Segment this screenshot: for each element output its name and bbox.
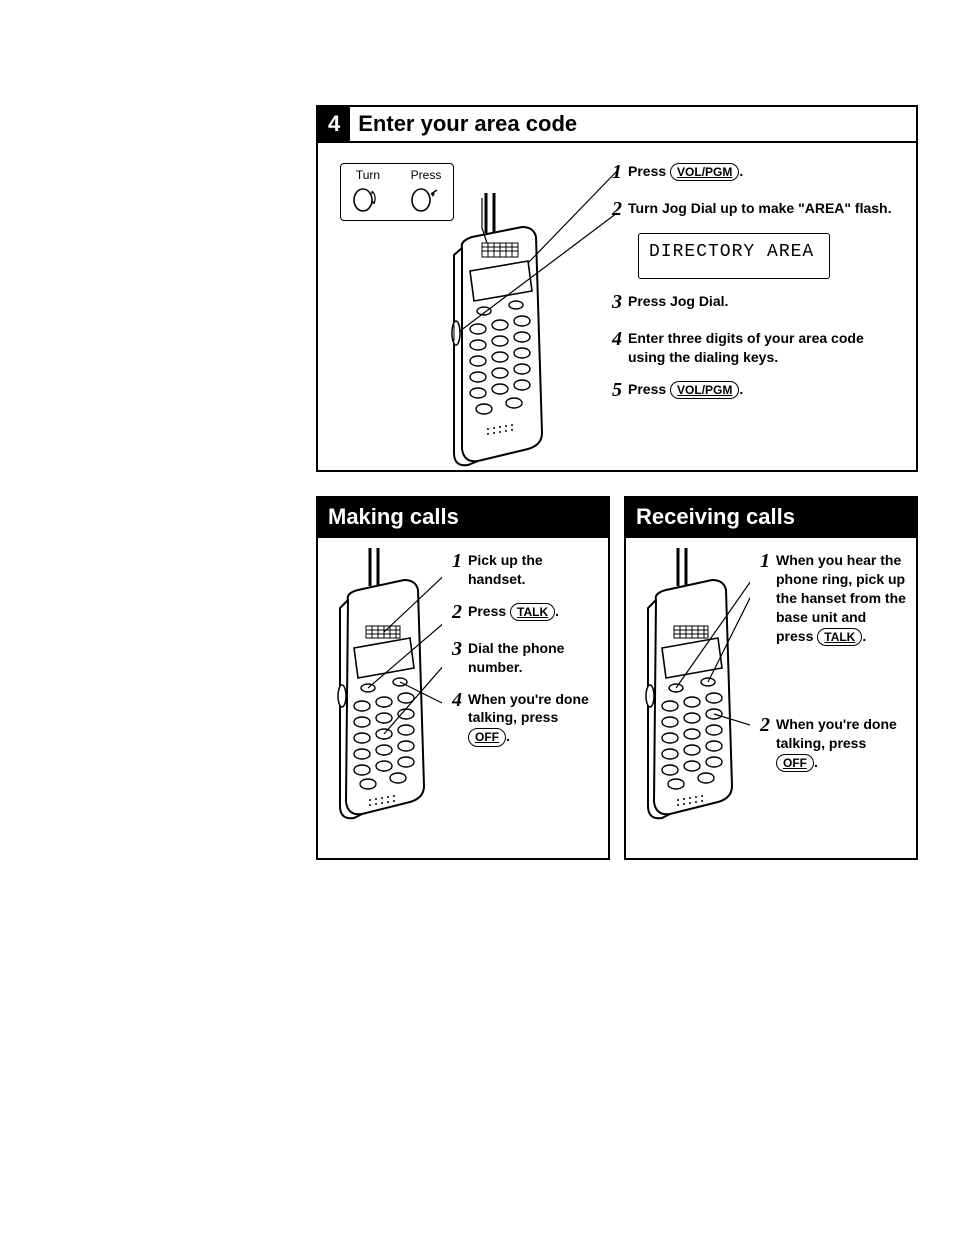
illustration-column: Turn Press [332, 153, 602, 414]
step: 1 Pick up the handset. [452, 548, 598, 589]
step-number: 2 [452, 599, 462, 626]
callout-press-label: Press [409, 168, 443, 182]
steps-column: 1 Pick up the handset. 2 Press TALK. 3 D… [452, 548, 598, 848]
off-button-label: OFF [776, 754, 814, 772]
step: 5 Press VOL/PGM. [612, 377, 902, 404]
step-text: When you're done talking, press OFF. [468, 687, 598, 747]
step-post: . [862, 628, 866, 644]
step: 4 When you're done talking, press OFF. [452, 687, 598, 747]
step-number: 1 [760, 548, 770, 646]
step: 3 Press Jog Dial. [612, 289, 902, 316]
step: 4 Enter three digits of your area code u… [612, 326, 902, 367]
section-number: 4 [318, 107, 350, 141]
callout-press: Press [409, 168, 443, 212]
section-title: Making calls [318, 498, 608, 536]
section-body: 1 When you hear the phone ring, pick up … [626, 538, 916, 860]
step-text: Press VOL/PGM. [628, 159, 743, 186]
step-text: Enter three digits of your area code usi… [628, 326, 902, 367]
step-post: . [506, 728, 510, 744]
callout-turn: Turn [351, 168, 385, 212]
step: 1 When you hear the phone ring, pick up … [760, 548, 906, 646]
step-text: Dial the phone number. [468, 636, 598, 677]
step: 1 Press VOL/PGM. [612, 159, 902, 186]
section-making-calls: Making calls [316, 496, 610, 860]
steps-column: 1 When you hear the phone ring, pick up … [760, 548, 906, 848]
turn-icon [351, 182, 385, 212]
step-text: When you're done talking, press OFF. [776, 712, 906, 772]
step-pre: When you're done talking, press [776, 716, 897, 751]
section-header: 4 Enter your area code [318, 107, 916, 143]
step-number: 1 [452, 548, 462, 589]
step-pre: Press [468, 603, 510, 619]
talk-button-label: TALK [817, 628, 862, 646]
talk-button-label: TALK [510, 603, 555, 621]
step: 2 When you're done talking, press OFF. [760, 712, 906, 772]
step: 3 Dial the phone number. [452, 636, 598, 677]
lcd-display: DIRECTORY AREA [638, 233, 830, 279]
step-number: 4 [452, 687, 462, 747]
step-text: Turn Jog Dial up to make "AREA" flash. [628, 196, 892, 223]
callout-turn-label: Turn [351, 168, 385, 182]
press-icon [409, 182, 443, 212]
illustration-column [322, 548, 442, 848]
step-number: 2 [760, 712, 770, 772]
step-post: . [739, 163, 743, 179]
section-title: Receiving calls [626, 498, 916, 536]
step-number: 3 [452, 636, 462, 677]
spacer [760, 656, 906, 712]
step-post: . [555, 603, 559, 619]
section-area-code: 4 Enter your area code Turn [316, 105, 918, 472]
step: 2 Turn Jog Dial up to make "AREA" flash. [612, 196, 902, 223]
step-post: . [814, 754, 818, 770]
section-header: Receiving calls [626, 498, 916, 538]
step-text: Press VOL/PGM. [628, 377, 743, 404]
off-button-label: OFF [468, 728, 506, 746]
step-post: . [739, 381, 743, 397]
section-header: Making calls [318, 498, 608, 538]
volpgm-button-label: VOL/PGM [670, 381, 739, 399]
illustration-column [630, 548, 750, 848]
section-body: Turn Press [318, 143, 916, 430]
volpgm-button-label: VOL/PGM [670, 163, 739, 181]
step: 2 Press TALK. [452, 599, 598, 626]
handset-icon [322, 548, 442, 848]
step-text: Press TALK. [468, 599, 559, 626]
section-body: 1 Pick up the handset. 2 Press TALK. 3 D… [318, 538, 608, 860]
manual-page: 4 Enter your area code Turn [0, 0, 954, 1233]
step-text: Press Jog Dial. [628, 289, 728, 316]
step-text: When you hear the phone ring, pick up th… [776, 548, 906, 646]
steps-column: 1 Press VOL/PGM. 2 Turn Jog Dial up to m… [612, 153, 902, 414]
section-title: Enter your area code [350, 107, 585, 141]
handset-icon [630, 548, 750, 848]
section-receiving-calls: Receiving calls [624, 496, 918, 860]
step-pre: When you're done talking, press [468, 691, 589, 726]
jog-dial-callout: Turn Press [340, 163, 454, 221]
step-text: Pick up the handset. [468, 548, 598, 589]
